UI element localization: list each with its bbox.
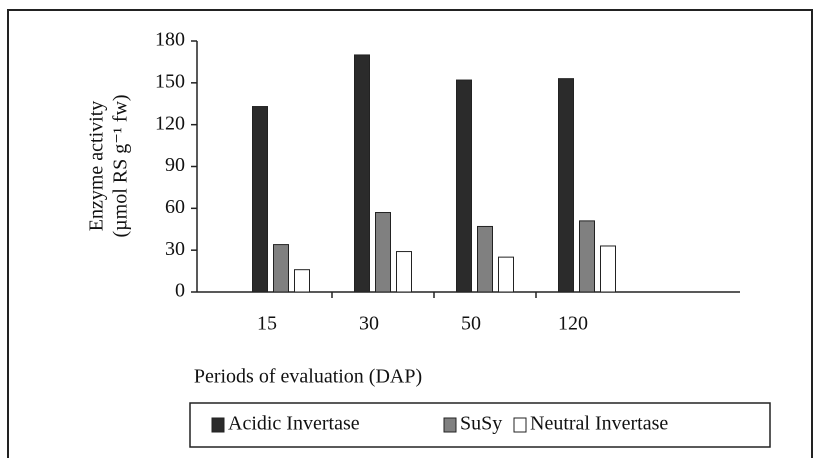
x-tick-label: 15: [257, 313, 277, 335]
y-tick-label: 150: [155, 70, 185, 92]
bar: [558, 78, 574, 293]
legend-label: SuSy: [460, 413, 502, 435]
legend-swatch: [513, 417, 527, 433]
bar: [354, 54, 370, 293]
y-tick-label: 30: [165, 238, 185, 260]
bar: [456, 79, 472, 293]
legend-swatch: [443, 417, 457, 433]
x-tick-label: 30: [359, 313, 379, 335]
legend-label: Acidic Invertase: [228, 413, 360, 435]
x-tick-label: 120: [558, 313, 588, 335]
legend-box: [189, 402, 771, 448]
x-axis-label: Periods of evaluation (DAP): [194, 366, 422, 388]
bar: [498, 256, 514, 293]
bar: [396, 251, 412, 293]
y-tick-label: 60: [165, 196, 185, 218]
y-tick-label: 180: [155, 29, 185, 51]
bar: [579, 220, 595, 293]
bar: [477, 225, 493, 293]
bar: [375, 212, 391, 293]
bar: [294, 269, 310, 293]
y-tick-label: 0: [175, 280, 185, 302]
bar: [600, 245, 616, 293]
legend-label: Neutral Invertase: [530, 413, 668, 435]
x-tick-label: 50: [461, 313, 481, 335]
y-tick-label: 90: [165, 154, 185, 176]
legend-swatch: [211, 417, 225, 433]
bar: [252, 106, 268, 293]
y-axis-label: (µmol RS g⁻¹ fw): [110, 94, 132, 237]
y-tick-label: 120: [155, 112, 185, 134]
bar: [273, 244, 289, 293]
y-axis-label: Enzyme activity: [86, 101, 108, 232]
frame: [7, 9, 813, 458]
